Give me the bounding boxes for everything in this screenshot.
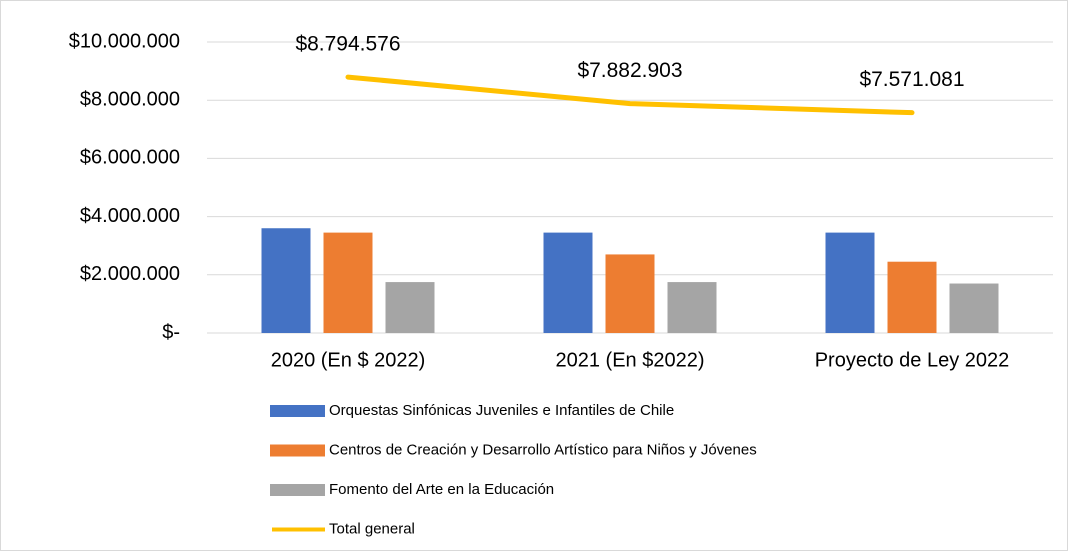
legend-label: Centros de Creación y Desarrollo Artísti… [329,441,757,458]
y-tick-label: $4.000.000 [80,205,180,227]
line [345,74,915,116]
bar [543,232,593,333]
y-tick-label: $- [162,321,180,343]
data-label: $7.571.081 [859,68,964,91]
y-tick-label: $6.000.000 [80,147,180,169]
x-tick-label: 2020 (En $ 2022) [271,349,426,371]
legend-label: Fomento del Arte en la Educación [329,481,554,498]
legend-swatch [270,444,325,457]
y-tick-label: $2.000.000 [80,263,180,285]
x-tick-label: Proyecto de Ley 2022 [815,349,1010,371]
legend-swatch [270,405,325,417]
bar [385,282,435,333]
legend-label: Total general [329,520,415,537]
data-label: $7.882.903 [577,59,682,82]
y-tick-label: $10.000.000 [69,30,180,52]
y-tick-label: $8.000.000 [80,88,180,110]
bar [887,261,937,333]
x-tick-label: 2021 (En $2022) [555,349,704,371]
bar [605,254,655,333]
bar [667,282,717,333]
bar [949,283,999,333]
bar [261,228,311,333]
legend-label: Orquestas Sinfónicas Juveniles e Infanti… [329,402,674,419]
legend-swatch [270,484,325,496]
bar [323,232,373,333]
data-label: $8.794.576 [295,33,400,56]
bar [825,232,875,333]
